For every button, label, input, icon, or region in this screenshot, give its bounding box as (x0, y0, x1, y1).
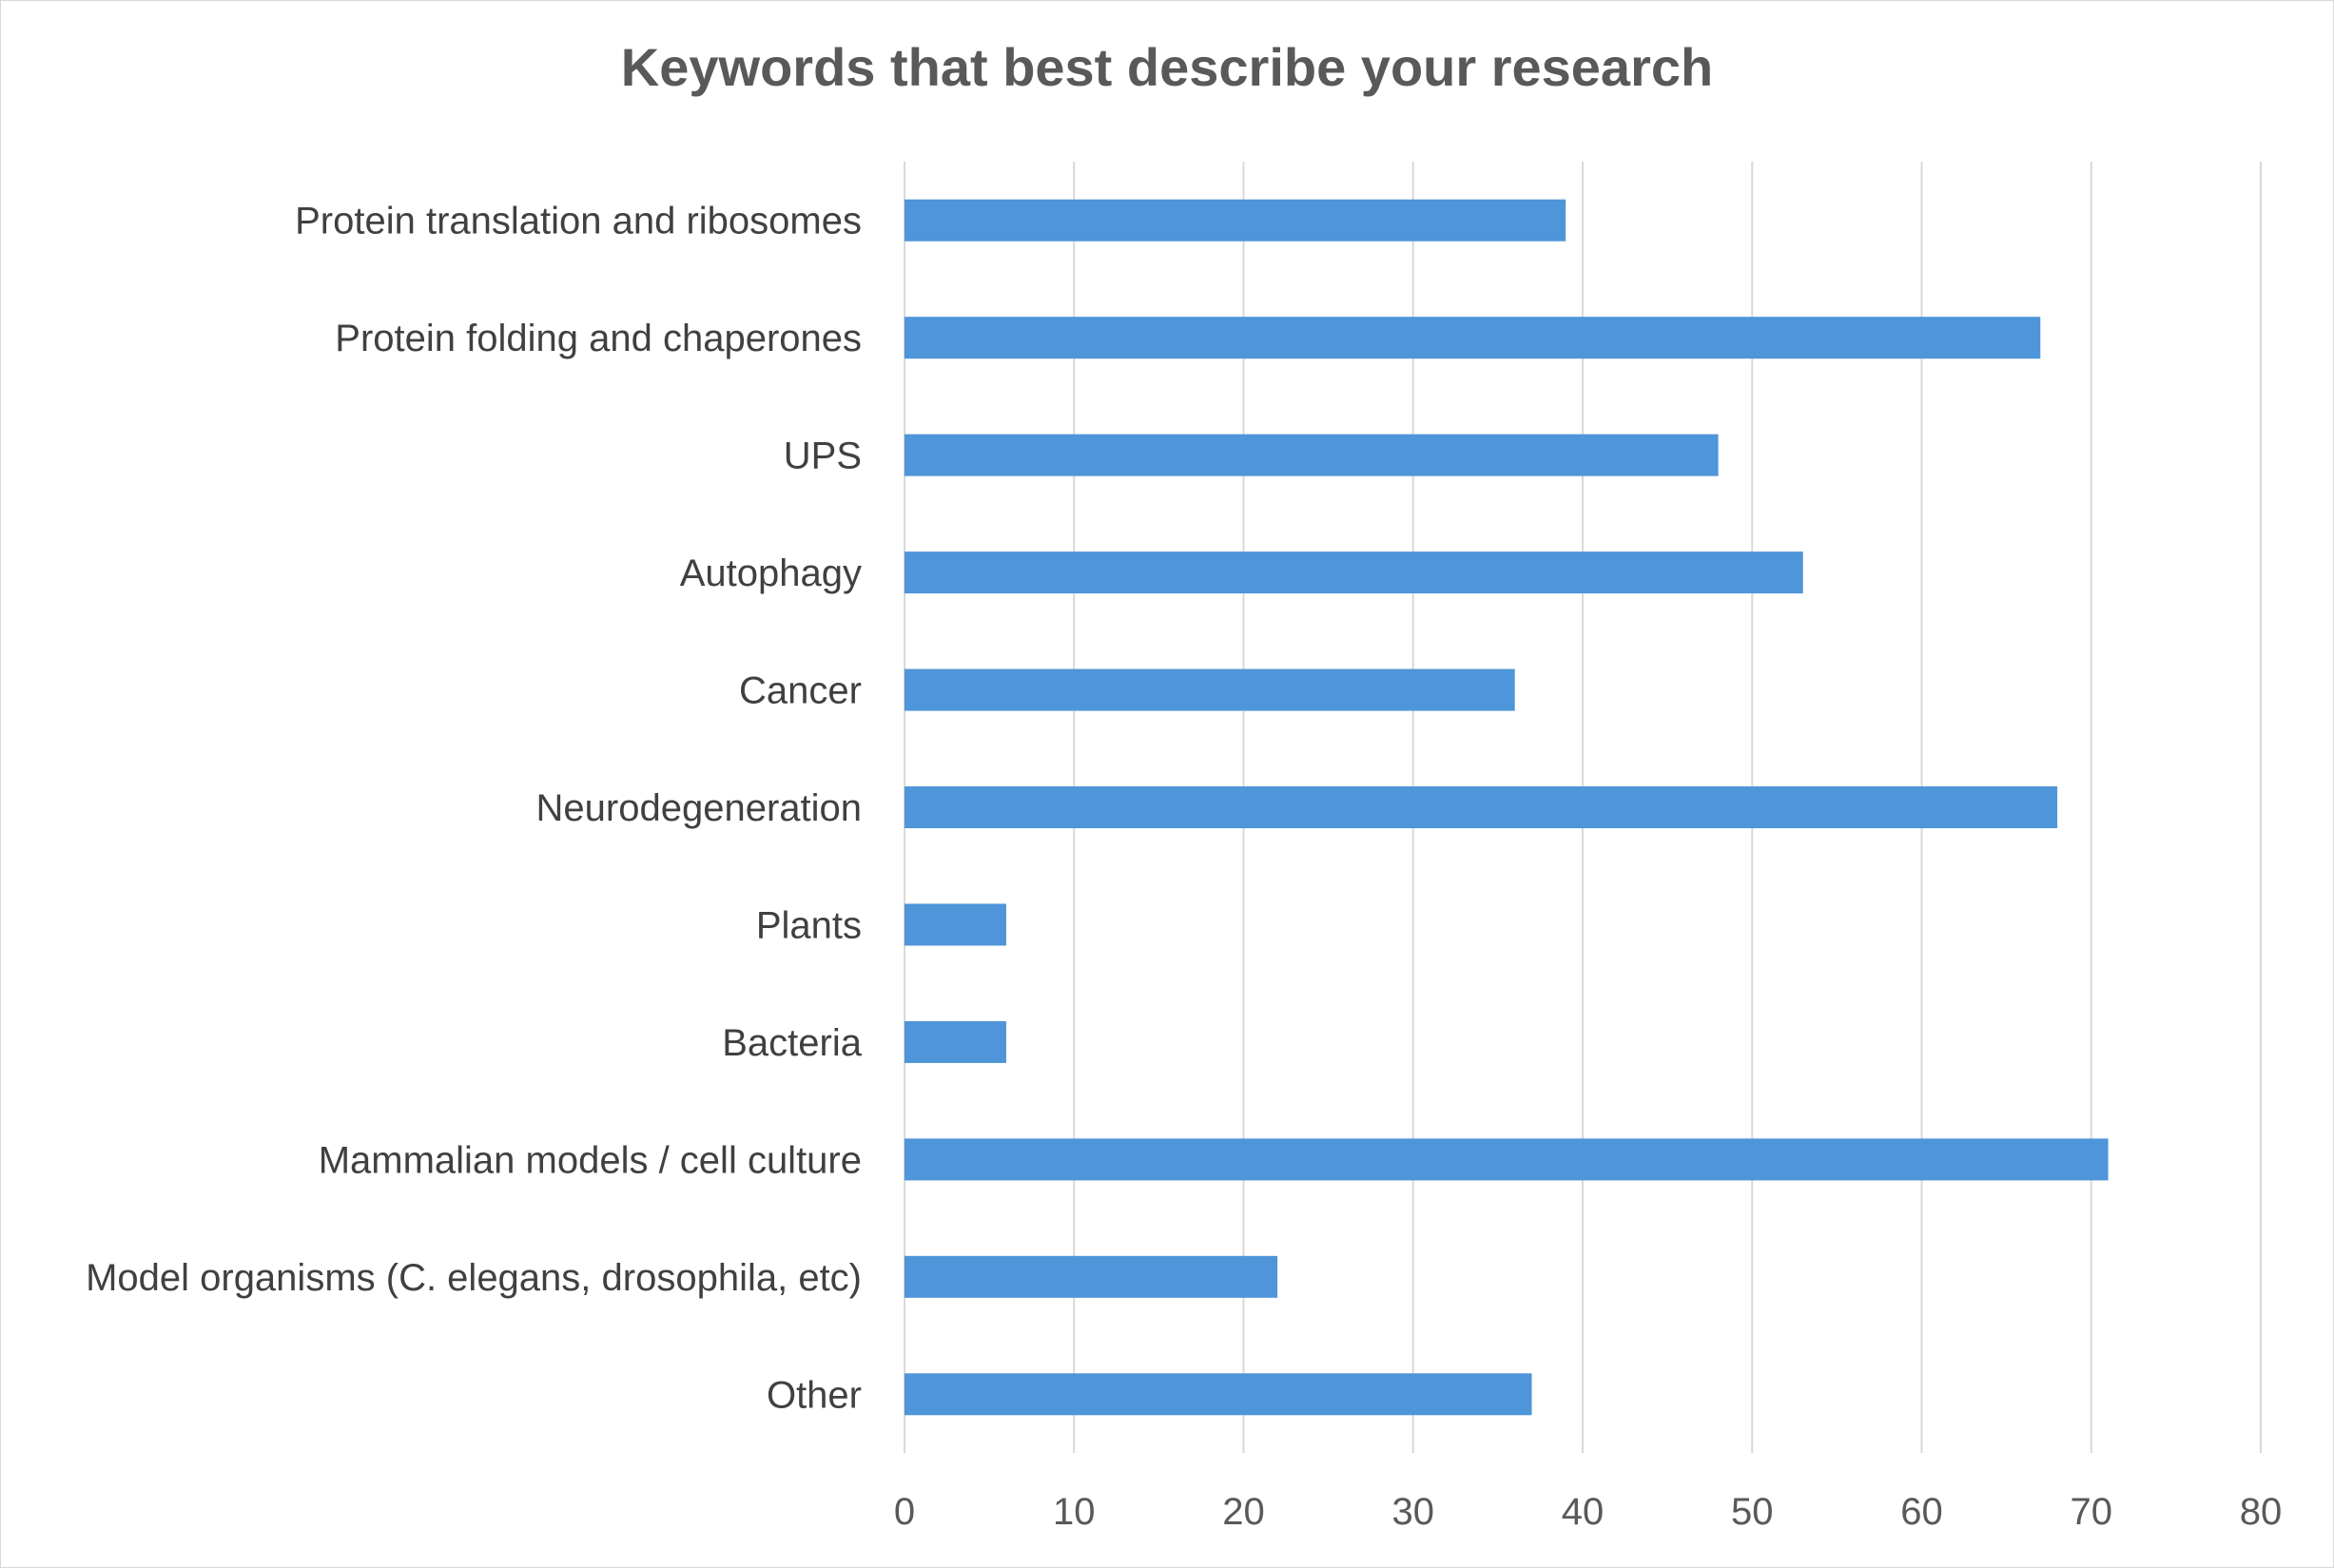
bar (904, 1373, 1532, 1416)
category-label: Protein folding and chaperones (335, 318, 862, 359)
category-label: Mammalian models / cell culture (319, 1139, 862, 1181)
bar (904, 668, 1515, 711)
bar (904, 1255, 1278, 1298)
bar (904, 552, 1803, 594)
category-label: Neurodegeneration (536, 787, 862, 829)
category-label: Cancer (739, 670, 862, 712)
category-label: Other (767, 1374, 862, 1416)
category-label: UPS (784, 436, 862, 477)
bar (904, 434, 1719, 476)
x-tick-label: 40 (1562, 1491, 1605, 1533)
category-label: Autophagy (680, 552, 862, 594)
category-label: Protein translation and ribosomes (295, 201, 862, 242)
bar (904, 903, 1006, 946)
category-labels: Protein translation and ribosomes Protein… (86, 201, 863, 1417)
chart-title: Keywords that best describe your researc… (620, 37, 1714, 97)
x-tick-label: 20 (1222, 1491, 1265, 1533)
x-tick-label: 60 (1900, 1491, 1943, 1533)
bar (904, 1020, 1006, 1063)
category-label: Bacteria (722, 1022, 862, 1064)
bar (904, 1138, 2109, 1181)
x-tick-label: 30 (1392, 1491, 1435, 1533)
x-tick-label: 10 (1053, 1491, 1096, 1533)
bars (904, 199, 2109, 1416)
bar (904, 199, 1566, 242)
x-tick-label: 0 (894, 1491, 915, 1533)
bar (904, 786, 2058, 828)
bar (904, 317, 2041, 359)
x-tick-label: 50 (1731, 1491, 1774, 1533)
x-tick-label: 70 (2071, 1491, 2113, 1533)
category-label: Plants (756, 904, 862, 946)
category-label: Model organisms (C. elegans, drosophila,… (86, 1257, 862, 1299)
x-tick-labels: 0 10 20 30 40 50 60 70 80 (894, 1491, 2282, 1533)
x-tick-label: 80 (2240, 1491, 2283, 1533)
